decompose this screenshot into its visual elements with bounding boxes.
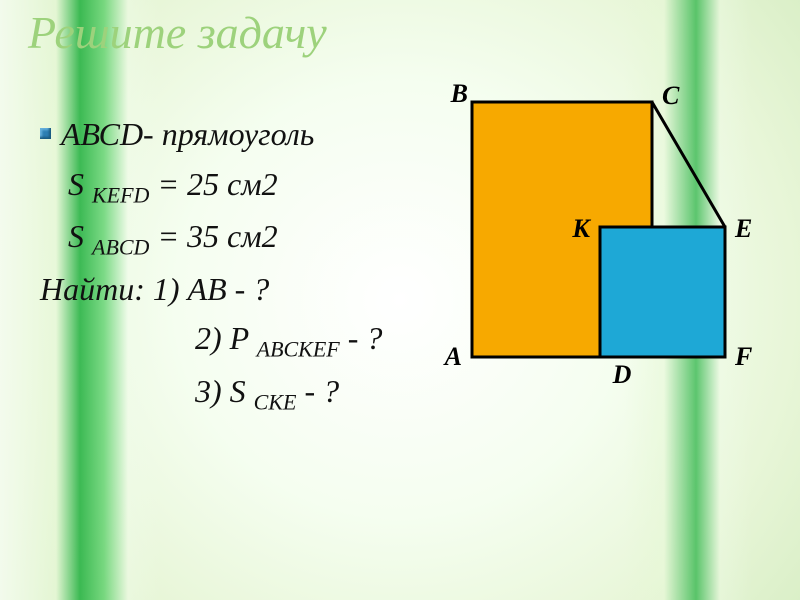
label-e: E <box>734 214 752 243</box>
label-d: D <box>612 360 632 389</box>
bullet-icon <box>40 128 51 139</box>
label-k: К <box>571 214 591 243</box>
given-line-3: S ABCD = 35 см2 <box>40 212 460 264</box>
label-a: A <box>443 342 462 371</box>
rect-kefd <box>600 227 725 357</box>
label-b: B <box>450 79 468 108</box>
given-line-1: АВСD- прямоуголь <box>61 110 314 160</box>
problem-text: АВСD- прямоуголь S KEFD = 25 см2 S ABCD … <box>40 110 460 419</box>
line-ce <box>652 102 725 227</box>
label-f: F <box>734 342 752 371</box>
find-line-1: Найти: 1) AB - ? <box>40 265 460 315</box>
geometry-figure: B C К E A D F <box>440 92 760 392</box>
given-line-2: S KEFD = 25 см2 <box>40 160 460 212</box>
find-line-3: 3) S CKE - ? <box>40 367 460 419</box>
find-line-2: 2) P ABCKEF - ? <box>40 314 460 366</box>
label-c: C <box>662 81 680 110</box>
slide-title: Решите задачу <box>28 6 327 59</box>
